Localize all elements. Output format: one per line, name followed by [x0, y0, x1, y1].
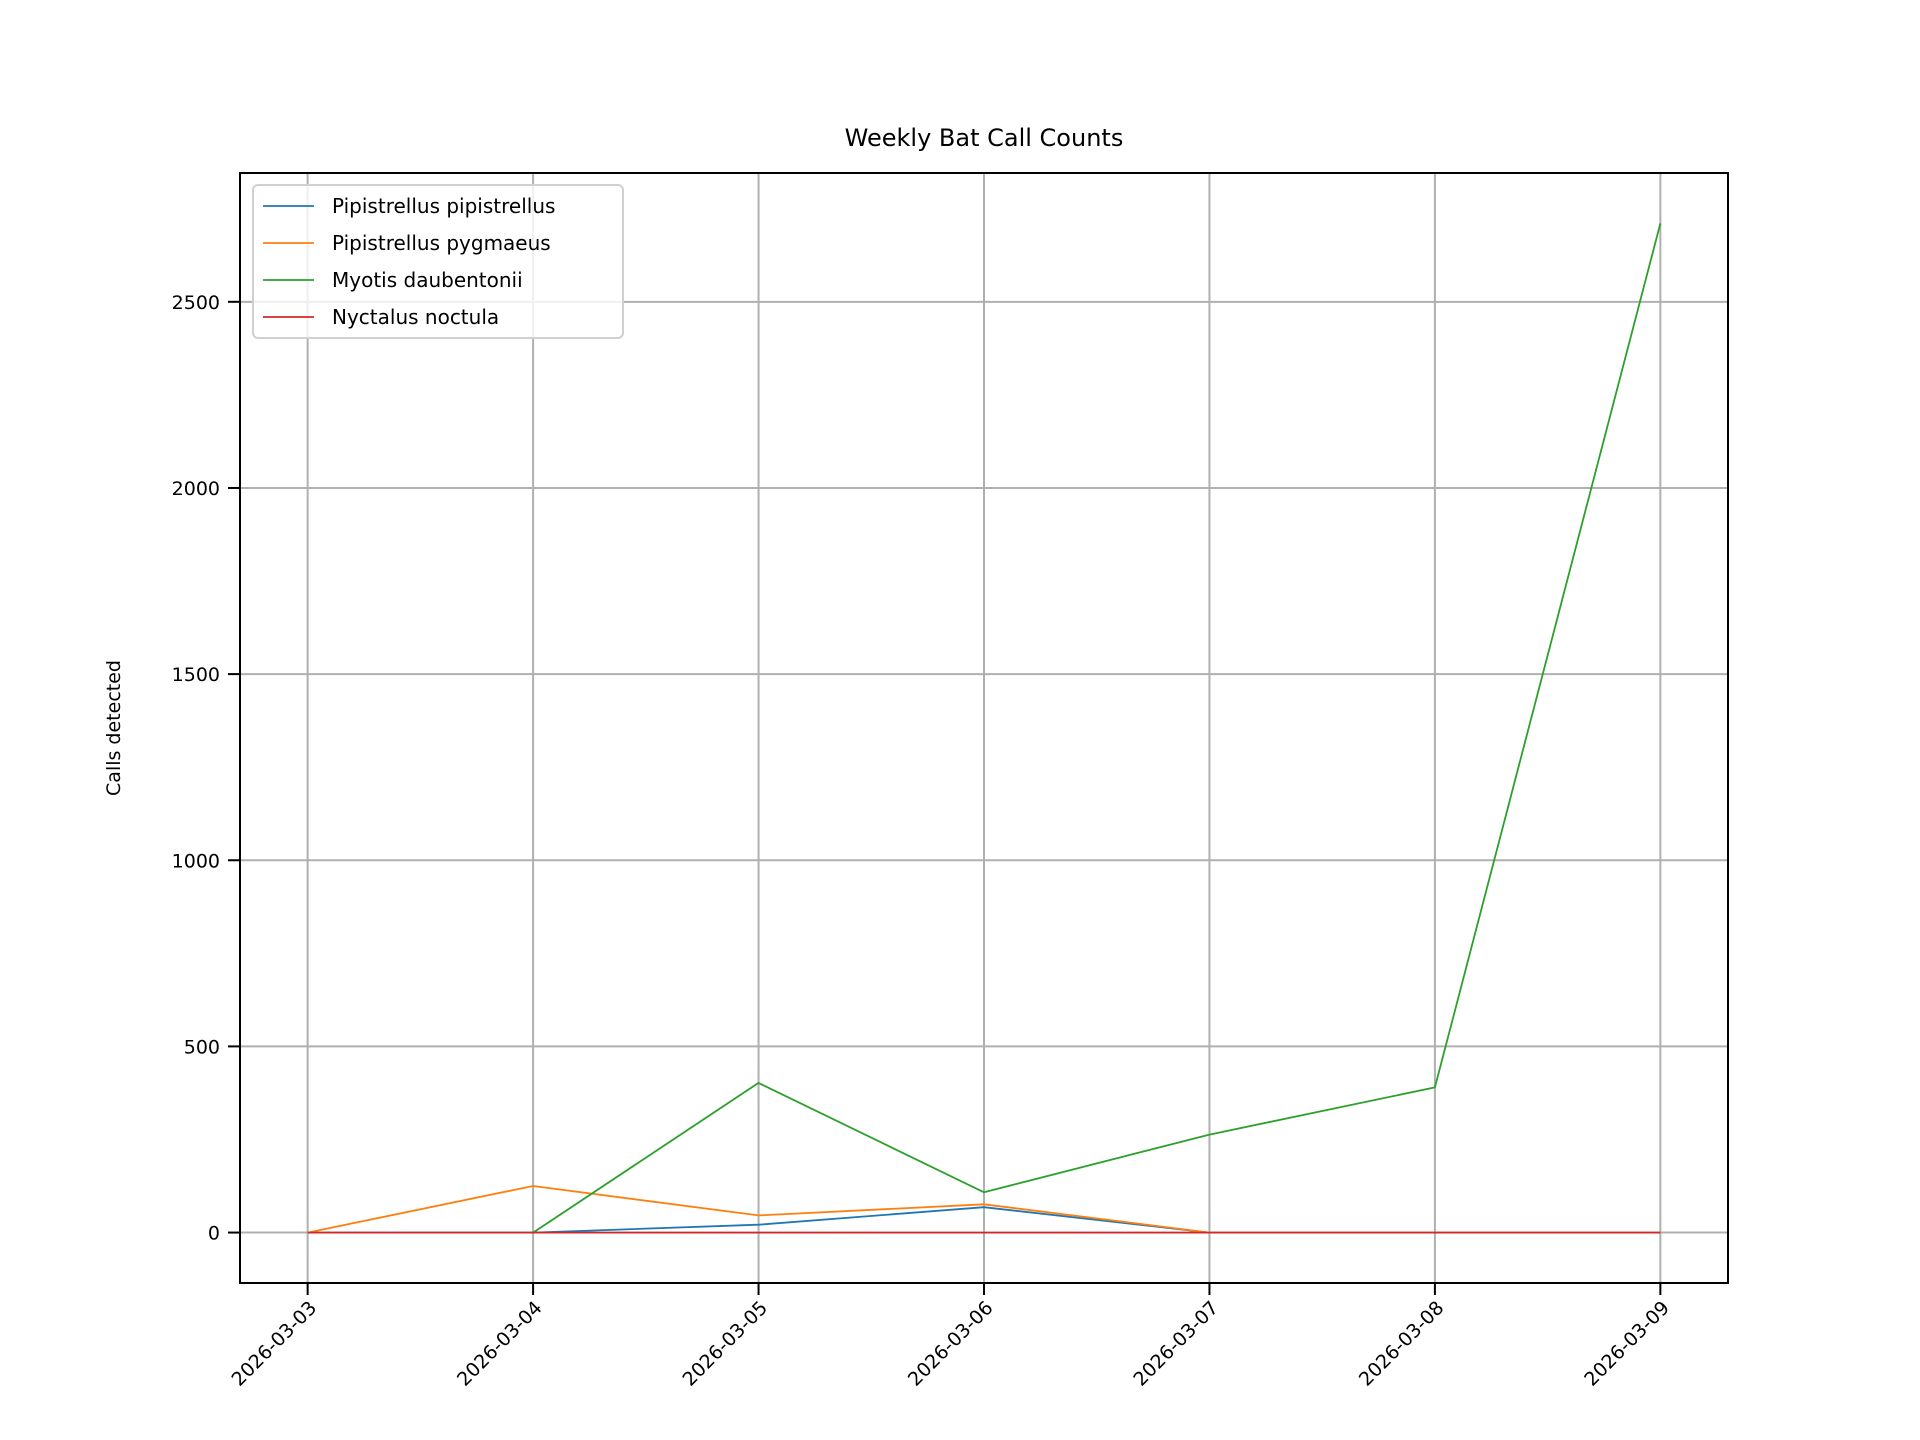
x-tick-label: 2026-03-04 [453, 1297, 547, 1391]
x-tick-label: 2026-03-05 [678, 1297, 772, 1391]
legend-label: Myotis daubentonii [332, 268, 523, 292]
y-tick-label: 2500 [172, 292, 220, 314]
y-tick-label: 1500 [172, 664, 220, 686]
x-tick-label: 2026-03-07 [1129, 1297, 1223, 1391]
series-lines [307, 223, 1662, 1234]
plot-frame [239, 172, 1729, 1284]
legend-box [252, 184, 624, 339]
x-tick-label: 2026-03-08 [1355, 1297, 1449, 1391]
y-axis-label: Calls detected [103, 660, 125, 796]
grid [240, 173, 1728, 1283]
x-tick-label: 2026-03-09 [1580, 1297, 1674, 1391]
y-tick-label: 500 [184, 1036, 220, 1058]
legend-label: Pipistrellus pipistrellus [332, 194, 555, 218]
x-tick-label: 2026-03-03 [228, 1297, 322, 1391]
series-line-myotis-daubentonii [532, 223, 1662, 1234]
legend-label: Nyctalus noctula [332, 305, 499, 329]
y-tick-label: 0 [208, 1223, 220, 1245]
x-tick-label: 2026-03-06 [904, 1297, 998, 1391]
y-tick-label: 2000 [172, 478, 220, 500]
chart-title: Weekly Bat Call Counts [845, 124, 1124, 152]
legend: Pipistrellus pipistrellus Pipistrellus py… [252, 184, 624, 339]
legend-label: Pipistrellus pygmaeus [332, 231, 551, 255]
y-tick-label: 1000 [172, 850, 220, 872]
axes: 2026-03-03 2026-03-04 2026-03-05 2026-03-06… [172, 172, 1729, 1391]
